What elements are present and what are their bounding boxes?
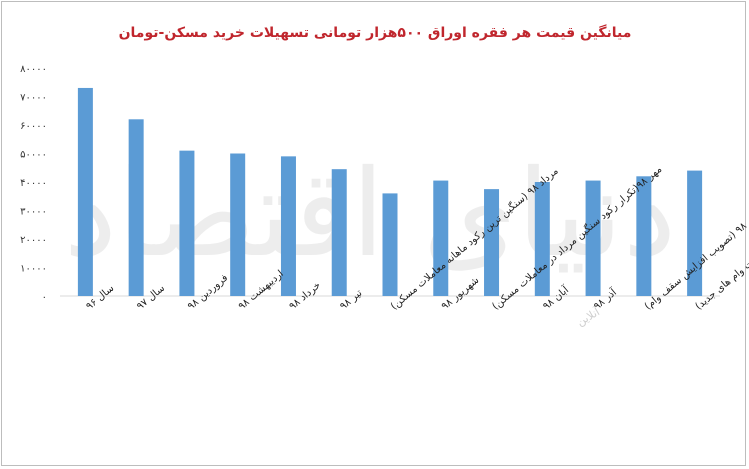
y-tick-label: ۷۰۰۰۰ xyxy=(20,93,47,104)
bar xyxy=(382,193,398,296)
watermark: دنیای اقتصاد آنلاین xyxy=(64,145,677,329)
y-tick-label: ۰ xyxy=(42,292,47,303)
y-tick-label: ۱۰۰۰۰ xyxy=(20,264,47,275)
bar xyxy=(179,150,195,296)
bar xyxy=(534,182,550,296)
chart-title: میانگین قیمت هر فقره اوراق ۵۰۰هزار تومان… xyxy=(119,24,632,41)
bar xyxy=(331,169,347,296)
bars xyxy=(77,87,703,296)
bar xyxy=(280,156,296,296)
bar xyxy=(128,119,144,296)
y-tick-label: ۳۰۰۰۰ xyxy=(20,207,47,218)
bar xyxy=(484,189,500,296)
y-tick-label: ۲۰۰۰۰ xyxy=(20,235,47,246)
y-tick-label: ۶۰۰۰۰ xyxy=(20,121,47,132)
y-tick-label: ۴۰۰۰۰ xyxy=(20,178,47,189)
bar xyxy=(433,180,449,296)
bar xyxy=(636,176,652,296)
bar xyxy=(77,87,93,296)
y-tick-label: ۵۰۰۰۰ xyxy=(20,150,47,161)
bar xyxy=(585,180,601,296)
y-axis: ۰ ۱۰۰۰۰ ۲۰۰۰۰ ۳۰۰۰۰ ۴۰۰۰۰ ۵۰۰۰۰ ۶۰۰۰۰ ۷۰۰۰۰ ۸۰۰۰… xyxy=(20,64,47,303)
y-tick-label: ۸۰۰۰۰ xyxy=(20,64,47,75)
bar xyxy=(230,153,246,296)
watermark-text: دنیای اقتصاد xyxy=(64,145,677,284)
bar xyxy=(687,170,703,296)
